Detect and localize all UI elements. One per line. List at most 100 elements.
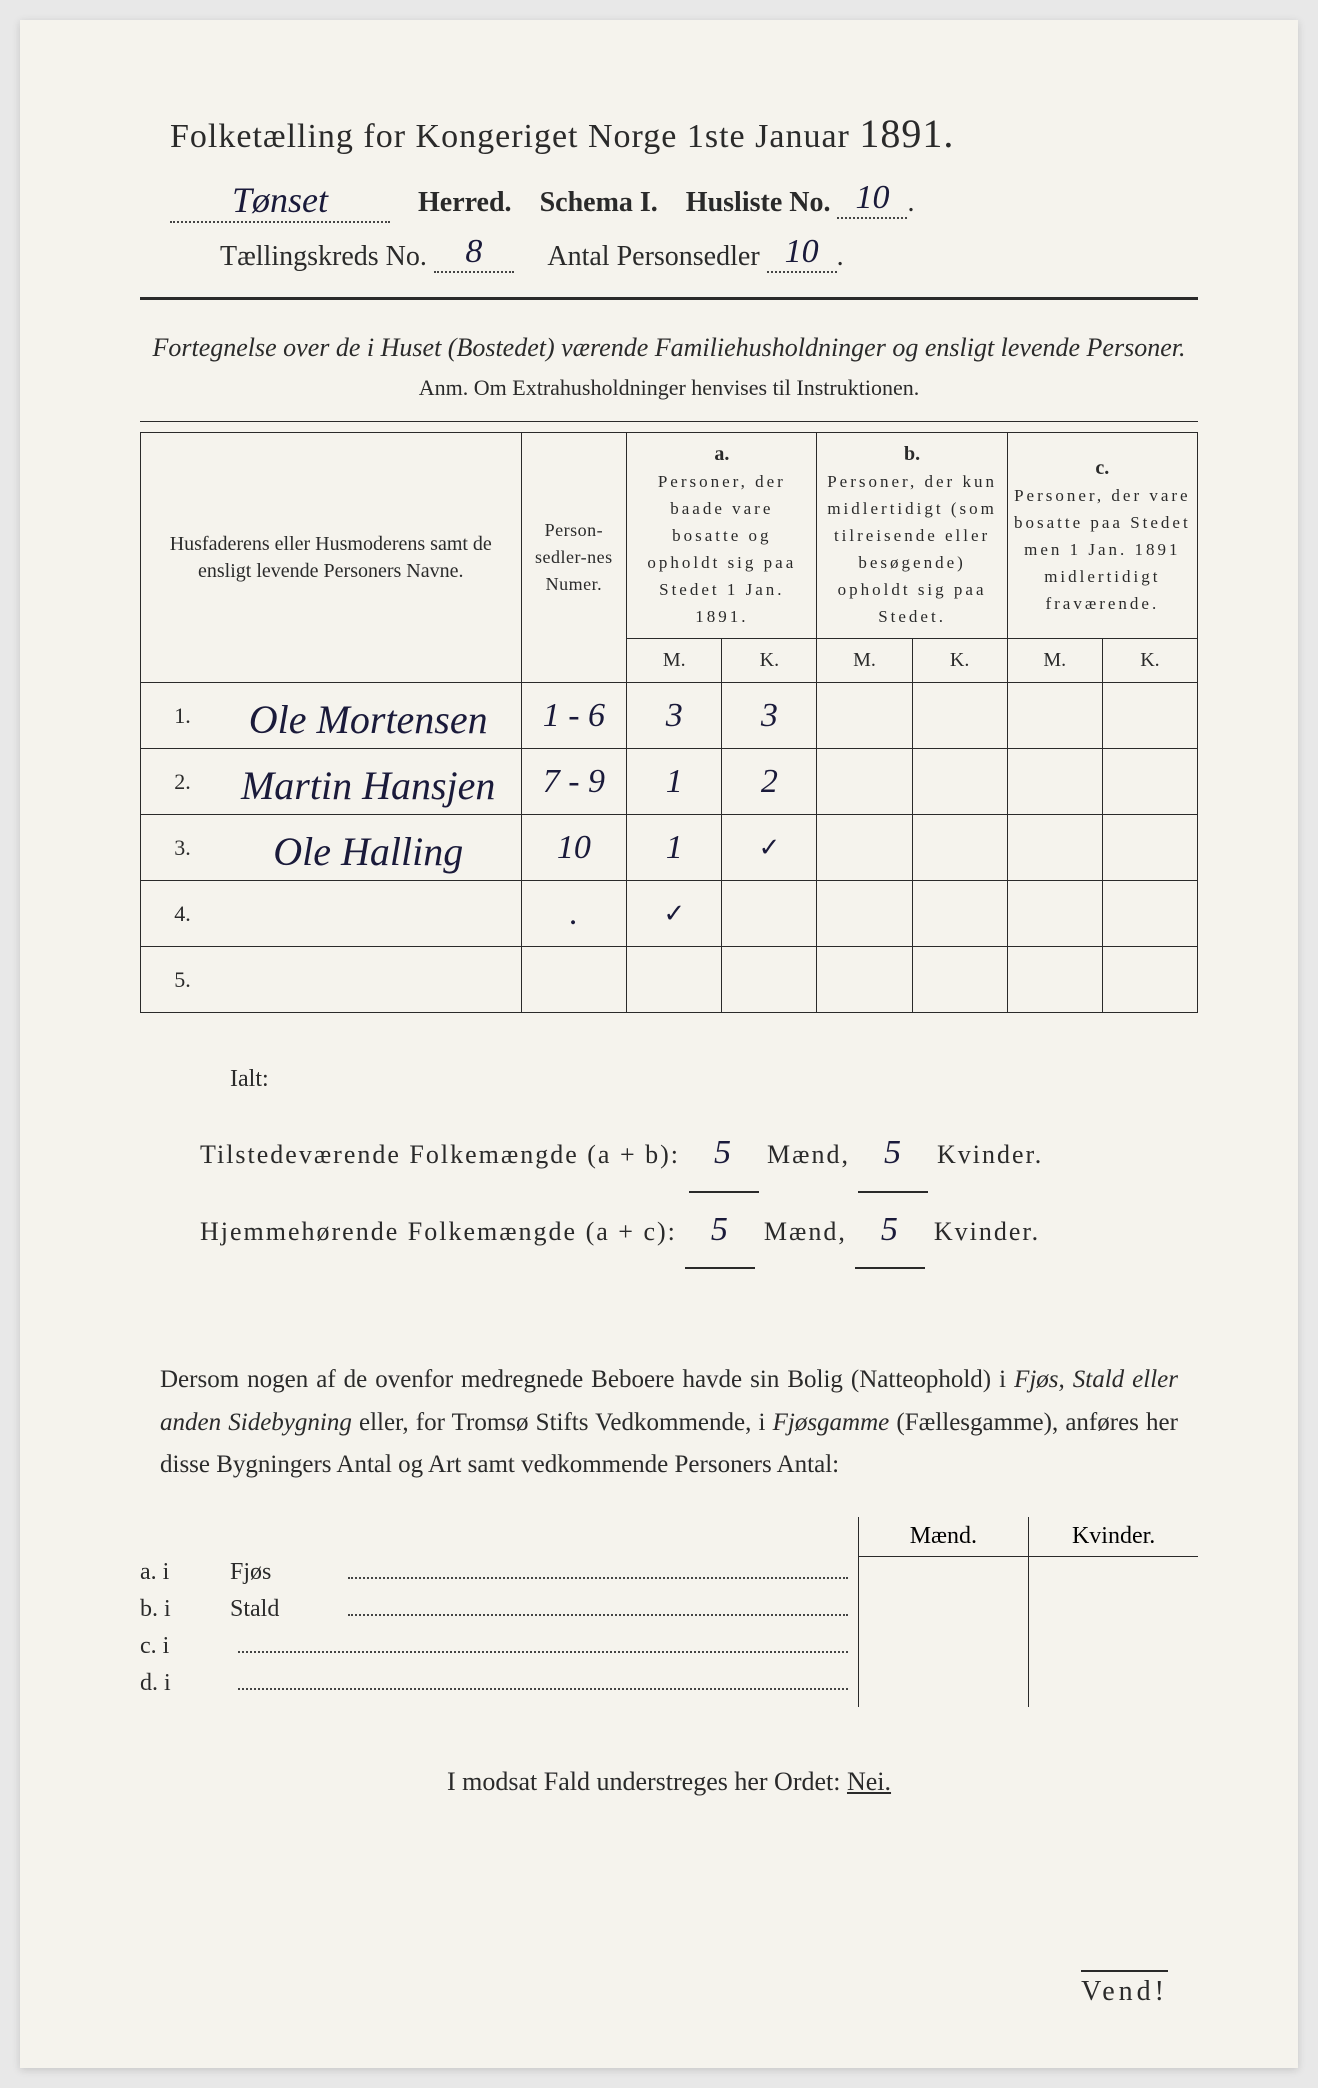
row-name: Martin Hansjen <box>204 749 521 815</box>
hdr-b-m: M. <box>817 639 912 683</box>
cell-bk <box>912 881 1007 947</box>
table-row: 4. . ✓ <box>141 881 1198 947</box>
title-year: 1891. <box>859 111 954 156</box>
antal-value: 10 <box>767 233 837 273</box>
bygning-block: a. i Fjøs b. i Stald c. i d. i Mænd. <box>140 1517 1198 1707</box>
byg-c-lbl: c. i <box>140 1633 230 1660</box>
cell-bm <box>817 683 912 749</box>
totals-line-1: Tilstedeværende Folkemængde (a + b): 5 M… <box>200 1116 1198 1193</box>
byg-a-lbl: a. i <box>140 1559 230 1586</box>
row-nums: 1 - 6 <box>521 683 627 749</box>
modsat-prefix: I modsat Fald understreges her Ordet: <box>447 1767 841 1796</box>
divider-2 <box>140 421 1198 422</box>
hdr-a-m: M. <box>627 639 722 683</box>
modsat-line: I modsat Fald understreges her Ordet: Ne… <box>140 1767 1198 1797</box>
schema-label: Schema I. <box>540 187 658 218</box>
table-row: 2. Martin Hansjen 7 - 9 1 2 <box>141 749 1198 815</box>
census-table: Husfaderens eller Husmoderens samt de en… <box>140 432 1198 1013</box>
kreds-value: 8 <box>434 233 514 273</box>
byg-d-lbl: d. i <box>140 1670 230 1697</box>
byg-row-b: b. i Stald <box>140 1596 848 1623</box>
cell-bk <box>912 749 1007 815</box>
col-names-text: Husfaderens eller Husmoderens samt de en… <box>170 533 492 582</box>
cell-ak: ✓ <box>722 815 817 881</box>
tot-kvinder-2: Kvinder. <box>934 1217 1040 1246</box>
row-name <box>204 881 521 947</box>
hdr-c-m: M. <box>1007 639 1102 683</box>
tot-l2-label: Hjemmehørende Folkemængde (a + c): <box>200 1217 677 1246</box>
row-num: 5. <box>141 947 204 1013</box>
title-prefix: Folketælling for Kongeriget Norge 1ste J… <box>170 118 850 155</box>
group-c-text: Personer, der vare bosatte paa Stedet me… <box>1014 486 1191 613</box>
cell-ck <box>1102 881 1197 947</box>
table-body: 1. Ole Mortensen 1 - 6 3 3 2. Martin Han… <box>141 683 1198 1013</box>
dots <box>348 1577 848 1579</box>
cell-cm <box>1007 815 1102 881</box>
row-nums: 7 - 9 <box>521 749 627 815</box>
header-line-2: Tønset Herred. Schema I. Husliste No. 10… <box>140 175 1198 219</box>
byg-kvinder-hdr: Kvinder. <box>1029 1517 1198 1557</box>
group-a-text: Personer, der baade vare bosatte og opho… <box>647 472 796 626</box>
cell-cm <box>1007 683 1102 749</box>
dots <box>238 1688 848 1690</box>
bygning-left: a. i Fjøs b. i Stald c. i d. i <box>140 1517 858 1707</box>
cell-cm <box>1007 881 1102 947</box>
cell-bm <box>817 947 912 1013</box>
dots <box>348 1614 848 1616</box>
row-num: 4. <box>141 881 204 947</box>
row-nums: . <box>521 881 627 947</box>
byg-b-lbl2: Stald <box>230 1596 340 1623</box>
table-row: 5. <box>141 947 1198 1013</box>
row-num: 1. <box>141 683 204 749</box>
group-b-text: Personer, der kun midlertidigt (som tilr… <box>827 472 997 626</box>
cell-ak: 2 <box>722 749 817 815</box>
cell-cm <box>1007 947 1102 1013</box>
cell-bk <box>912 683 1007 749</box>
byg-a-lbl2: Fjøs <box>230 1559 340 1586</box>
group-c-label: c. <box>1095 457 1109 479</box>
husliste-label: Husliste No. <box>686 187 831 218</box>
group-a-label: a. <box>714 443 729 465</box>
group-b-label: b. <box>904 443 920 465</box>
tot-l2-m: 5 <box>685 1193 755 1270</box>
totals-line-2: Hjemmehørende Folkemængde (a + c): 5 Mæn… <box>200 1193 1198 1270</box>
byg-maend-col: Mænd. <box>859 1517 1028 1707</box>
hdr-a-k: K. <box>722 639 817 683</box>
byg-row-a: a. i Fjøs <box>140 1559 848 1586</box>
row-nums <box>521 947 627 1013</box>
cell-bm <box>817 749 912 815</box>
cell-ck <box>1102 815 1197 881</box>
cell-am: ✓ <box>627 881 722 947</box>
table-row: 3. Ole Halling 10 1 ✓ <box>141 815 1198 881</box>
tot-maend: Mænd, <box>767 1140 850 1169</box>
cell-bk <box>912 815 1007 881</box>
bygning-right: Mænd. Kvinder. <box>858 1517 1198 1707</box>
vend-label: Vend! <box>1081 1970 1168 2008</box>
col-nums: Person-sedler-nes Numer. <box>521 433 627 683</box>
row-nums: 10 <box>521 815 627 881</box>
tot-kvinder: Kvinder. <box>937 1140 1043 1169</box>
byg-row-c: c. i <box>140 1633 848 1660</box>
cell-am: 1 <box>627 815 722 881</box>
note-t2: eller, for Tromsø Stifts Vedkommende, i <box>352 1409 773 1436</box>
hdr-c-k: K. <box>1102 639 1197 683</box>
cell-am <box>627 947 722 1013</box>
cell-bm <box>817 881 912 947</box>
ialt-label: Ialt: <box>200 1053 1198 1106</box>
table-head: Husfaderens eller Husmoderens samt de en… <box>141 433 1198 683</box>
tot-l1-k: 5 <box>858 1116 928 1193</box>
col-names: Husfaderens eller Husmoderens samt de en… <box>141 433 522 683</box>
subtitle: Fortegnelse over de i Huset (Bostedet) v… <box>140 328 1198 367</box>
herred-label: Herred. <box>418 187 512 218</box>
byg-kvinder-col: Kvinder. <box>1029 1517 1198 1707</box>
cell-ak <box>722 947 817 1013</box>
row-name: Ole Mortensen <box>204 683 521 749</box>
byg-row-d: d. i <box>140 1670 848 1697</box>
byg-maend-hdr: Mænd. <box>859 1517 1028 1557</box>
cell-am: 1 <box>627 749 722 815</box>
cell-ak <box>722 881 817 947</box>
kreds-label: Tællingskreds No. <box>220 241 427 272</box>
hdr-b-k: K. <box>912 639 1007 683</box>
anm-note: Anm. Om Extrahusholdninger henvises til … <box>140 375 1198 401</box>
row-name <box>204 947 521 1013</box>
